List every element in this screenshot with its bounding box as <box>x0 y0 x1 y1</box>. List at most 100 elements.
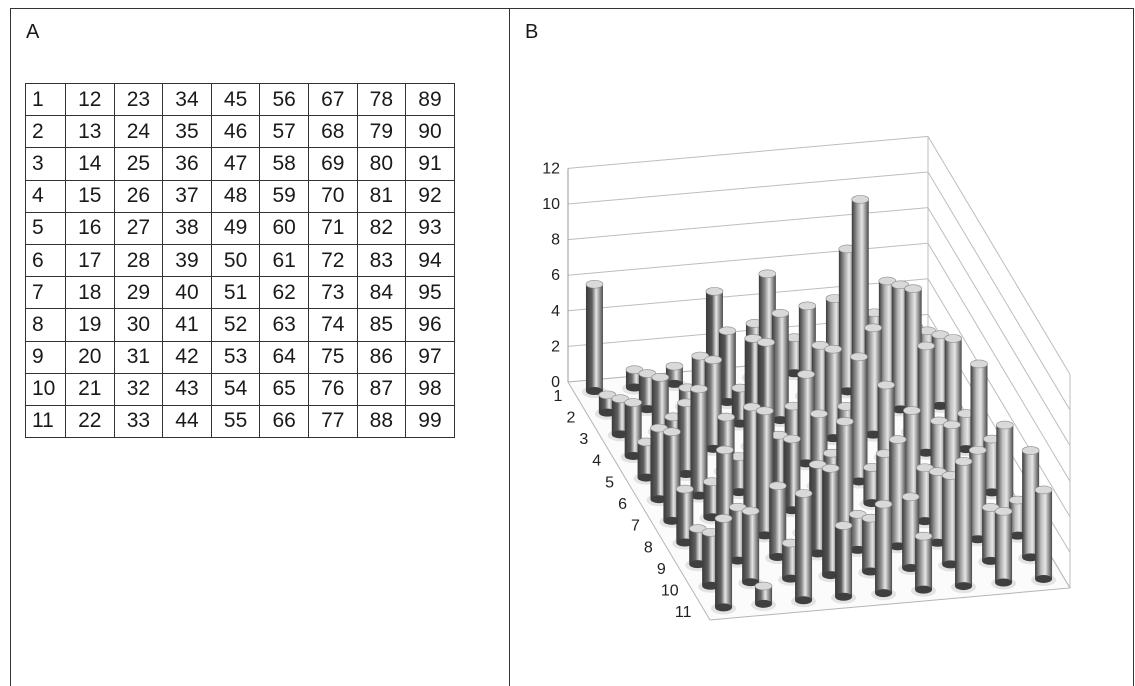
bar-base <box>915 585 933 594</box>
bar-cylinder <box>784 406 802 442</box>
gridline-back <box>567 278 929 312</box>
z-tick-label: 2 <box>551 338 560 355</box>
bar-cylinder <box>929 471 947 543</box>
grid-cell: 65 <box>259 372 309 406</box>
bar-cylinder <box>982 507 1000 561</box>
bar-cylinder <box>809 464 827 554</box>
bar-top <box>705 287 724 296</box>
bar-top <box>903 406 921 415</box>
bar-cylinder <box>638 373 656 410</box>
bar-cylinder <box>782 543 800 579</box>
bar-top <box>874 499 893 509</box>
bar-cylinder <box>742 511 760 583</box>
grid-row: 1 12 23 34 45 56 67 78 89 <box>25 82 455 117</box>
bar-cylinder <box>690 388 708 496</box>
grid-cell: 50 <box>210 243 261 278</box>
grid-cell: 63 <box>259 308 309 342</box>
grid-cell: 95 <box>405 276 455 310</box>
row-tick-label: 9 <box>657 561 666 578</box>
bar-cylinder <box>756 410 774 536</box>
bar-top <box>714 514 733 523</box>
grid-cell: 38 <box>162 211 212 245</box>
bar-top <box>638 369 657 378</box>
bar-top <box>916 463 934 473</box>
row-tick-label: 8 <box>644 539 653 556</box>
bar-top <box>783 434 801 444</box>
grid-cell: 67 <box>307 82 358 117</box>
bar-top <box>851 195 870 204</box>
grid-cell: 43 <box>162 372 212 406</box>
z-tick-label: 10 <box>542 196 560 213</box>
bar-top <box>756 406 774 416</box>
bar-top <box>821 464 840 473</box>
bar-top <box>688 524 707 533</box>
bar-base <box>755 599 773 608</box>
grid-cell: 49 <box>210 211 261 245</box>
bar-top <box>744 334 762 343</box>
grid-cell: 27 <box>113 211 164 245</box>
panel-b-label: B <box>525 21 539 43</box>
figure-frame <box>10 8 1134 686</box>
grid-cell: 21 <box>65 372 115 406</box>
grid-cell: 82 <box>356 211 407 245</box>
gridline-back <box>567 207 929 241</box>
grid-cell: 60 <box>259 211 309 245</box>
bar-base <box>982 556 1000 565</box>
grid-cell: 78 <box>356 82 407 117</box>
grid-cell: 11 <box>25 404 66 439</box>
bar-base <box>624 451 642 460</box>
bar-cylinder <box>891 284 909 410</box>
bar-cylinder <box>875 504 893 594</box>
bar-top <box>931 330 950 339</box>
bar-top <box>768 481 787 491</box>
grid-cell: 53 <box>210 340 261 374</box>
bar-top <box>743 402 761 412</box>
bar-cylinder <box>743 406 761 514</box>
gridline-right <box>927 136 1071 375</box>
bar-top <box>757 338 775 347</box>
grid-cell: 76 <box>307 372 358 406</box>
bar-base <box>917 448 935 457</box>
bar-cylinder <box>835 525 853 597</box>
bar-top <box>891 280 910 290</box>
row-tick-label: 6 <box>618 496 627 513</box>
bar-top <box>650 423 668 433</box>
bar-top <box>996 420 1014 430</box>
bar-cylinder <box>755 586 773 604</box>
bar-base <box>983 488 1001 497</box>
grid-cell: 91 <box>405 147 455 181</box>
bar-base <box>665 379 683 388</box>
grid-cell: 42 <box>162 340 212 374</box>
bar-cylinder <box>916 467 934 522</box>
bar-base <box>677 470 695 479</box>
bar-cylinder <box>665 366 683 384</box>
grid-cell: 37 <box>162 179 212 213</box>
bar-top <box>704 355 722 365</box>
z-tick-label: 4 <box>551 303 560 320</box>
grid-cell: 98 <box>405 372 455 406</box>
bar-base <box>771 416 789 425</box>
grid-cell: 22 <box>65 404 115 439</box>
bar-base <box>864 430 882 439</box>
bar-top <box>848 510 867 519</box>
grid-cell: 35 <box>162 115 212 149</box>
grid-cell: 61 <box>259 243 309 278</box>
bar-top <box>651 373 670 382</box>
grid-cell: 77 <box>307 404 358 439</box>
bar-top <box>917 341 935 351</box>
grid-cell: 92 <box>405 179 455 213</box>
grid-cell: 59 <box>259 179 309 213</box>
grid-cell: 52 <box>210 308 261 342</box>
bar-base <box>862 567 880 576</box>
grid-cell: 19 <box>65 308 115 342</box>
row-tick-label: 4 <box>592 453 601 470</box>
bar-top <box>901 492 920 502</box>
bar-top <box>836 417 854 426</box>
bar-base <box>730 488 748 497</box>
grid-cell: 81 <box>356 179 407 213</box>
grid-cell: 25 <box>113 147 164 181</box>
bar-top <box>728 502 747 512</box>
grid-cell: 46 <box>210 115 261 149</box>
bar-base <box>955 582 973 591</box>
bar-cylinder <box>703 481 721 518</box>
